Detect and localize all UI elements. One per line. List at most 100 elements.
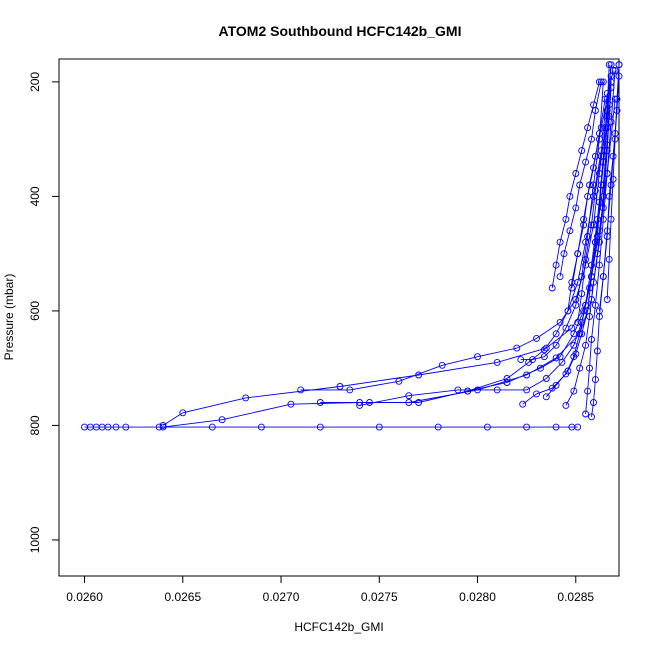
data-point — [588, 135, 595, 143]
data-point — [582, 255, 590, 263]
data-point — [454, 386, 462, 394]
data-point — [591, 376, 599, 384]
data-point — [603, 296, 611, 303]
data-point — [548, 284, 556, 292]
data-point — [503, 379, 511, 386]
data-point — [558, 358, 566, 366]
data-point — [607, 215, 615, 223]
data-point — [613, 95, 621, 103]
data-point — [578, 330, 586, 338]
data-point — [597, 124, 605, 132]
series-12 — [582, 67, 619, 418]
data-point — [591, 301, 599, 309]
data-point — [582, 341, 590, 349]
data-point — [576, 364, 584, 372]
data-point — [603, 95, 611, 103]
series-line — [577, 76, 612, 323]
data-point — [603, 112, 611, 120]
data-point — [566, 227, 574, 235]
data-point — [609, 175, 617, 183]
data-point — [590, 278, 597, 286]
data-point — [588, 261, 595, 269]
x-tick-label: 0.0285 — [557, 590, 594, 604]
data-point — [542, 393, 550, 401]
data-point — [603, 170, 611, 177]
series-15 — [556, 78, 605, 281]
data-point — [540, 353, 548, 361]
chart-title: ATOM2 Southbound HCFC142b_GMI — [219, 23, 462, 39]
data-point — [375, 423, 383, 431]
series-11 — [562, 84, 615, 409]
data-point — [552, 330, 560, 338]
data-point — [159, 423, 167, 431]
data-point — [578, 290, 586, 298]
x-tick-label: 0.0280 — [459, 590, 496, 604]
data-point — [287, 400, 295, 408]
data-point — [562, 215, 570, 223]
data-point — [574, 318, 582, 326]
data-point — [513, 344, 521, 352]
series-line — [300, 64, 612, 391]
series-line — [163, 81, 612, 428]
data-point — [564, 307, 572, 315]
data-point — [597, 78, 605, 86]
data-point — [605, 61, 613, 69]
series-line — [320, 99, 616, 403]
data-point — [586, 181, 593, 189]
data-point — [519, 400, 527, 408]
y-tick-label: 600 — [28, 301, 42, 321]
data-point — [405, 392, 413, 400]
data-point — [572, 204, 580, 212]
y-axis-label: Pressure (mbar) — [2, 274, 16, 361]
data-point — [599, 215, 607, 223]
data-point — [346, 386, 354, 394]
data-point — [615, 61, 623, 69]
y-tick-label: 1000 — [28, 526, 42, 553]
series-line — [522, 104, 610, 405]
data-point — [415, 399, 423, 406]
x-axis-label: HCFC142b_GMI — [294, 620, 383, 634]
data-point — [595, 238, 603, 246]
data-point — [556, 273, 564, 281]
data-point — [179, 409, 187, 417]
data-point — [605, 255, 613, 263]
series-line — [567, 99, 606, 311]
data-point — [611, 67, 619, 74]
data-point — [607, 118, 615, 126]
data-point — [542, 375, 550, 382]
data-point — [599, 78, 607, 86]
data-point — [590, 399, 597, 406]
data-point — [599, 273, 607, 281]
data-point — [591, 187, 599, 195]
series-line — [545, 127, 608, 398]
y-tick-label: 400 — [28, 186, 42, 206]
data-point — [586, 313, 593, 321]
data-point — [572, 301, 580, 309]
data-point — [580, 215, 588, 223]
data-point — [584, 387, 592, 395]
data-point — [533, 390, 540, 398]
x-axis: 0.0260 0.0265 0.0270 0.0275 0.0280 0.0285 — [66, 575, 594, 604]
series-20 — [603, 61, 623, 303]
data-point — [572, 350, 580, 358]
data-point — [552, 341, 560, 349]
data-point — [595, 261, 603, 269]
series-line — [359, 116, 610, 406]
data-point — [542, 344, 550, 352]
data-point — [576, 330, 584, 338]
data-point — [112, 423, 120, 431]
data-point — [218, 416, 226, 424]
data-point — [464, 387, 472, 395]
data-point — [503, 375, 511, 382]
data-point — [517, 356, 525, 364]
y-axis: 200 400 600 800 1000 — [28, 72, 60, 553]
data-point — [595, 307, 603, 315]
data-point — [316, 399, 324, 406]
data-point — [552, 423, 560, 431]
x-tick-label: 0.0270 — [263, 590, 300, 604]
data-point — [570, 387, 578, 395]
data-point — [533, 334, 540, 342]
data-point — [552, 381, 560, 389]
